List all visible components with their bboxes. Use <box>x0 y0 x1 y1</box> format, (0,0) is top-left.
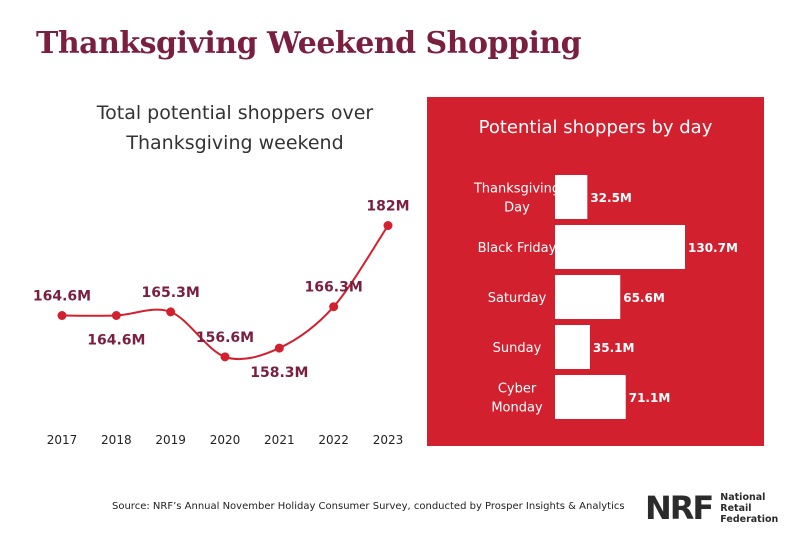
line-data-label-2019: 165.3M <box>142 285 200 301</box>
category-label-1: Black Friday <box>478 241 557 256</box>
line-chart-title-line-2: Thanksgiving weekend <box>126 132 344 154</box>
x-tick-label-2019: 2019 <box>155 433 186 447</box>
x-tick-label-2023: 2023 <box>373 433 404 447</box>
line-chart: 164.6M 2017 164.6M 2018 165.3M 2019 156.6M 2020… <box>33 199 410 447</box>
category-label-0: Thanksgiving Day <box>473 182 560 216</box>
nrf-logo-text: National Retail Federation <box>720 492 778 525</box>
bar-value-label-1: 130.7M <box>688 241 738 255</box>
line-chart-title-line-1: Total potential shoppers over <box>96 102 374 124</box>
line-data-label-2018: 164.6M <box>87 332 145 348</box>
bar-cyber-monday <box>555 375 626 419</box>
line-point-2018 <box>111 310 121 320</box>
nrf-logo-line-1: National <box>720 491 766 503</box>
bar-sunday <box>555 325 590 369</box>
category-label-4: Cyber Monday <box>491 382 543 416</box>
bar-thanksgiving-day <box>555 175 588 219</box>
line-chart-title: Total potential shoppers over Thanksgivi… <box>60 98 410 158</box>
line-data-label-2022: 166.3M <box>305 280 363 296</box>
source-note: Source: NRF’s Annual November Holiday Co… <box>112 501 625 512</box>
line-point-2020 <box>220 352 230 362</box>
nrf-logo-line-2: Retail <box>720 502 752 514</box>
category-label-2: Saturday <box>488 291 547 306</box>
line-data-label-2023: 182M <box>366 199 409 215</box>
line-data-label-2017: 164.6M <box>33 288 91 304</box>
line-point-2023 <box>383 221 393 231</box>
page-title: Thanksgiving Weekend Shopping <box>36 26 582 61</box>
bar-saturday <box>555 275 621 319</box>
line-point-2019 <box>166 307 176 317</box>
bar-value-label-4: 71.1M <box>629 391 671 405</box>
x-tick-label-2018: 2018 <box>101 433 132 447</box>
category-label-3: Sunday <box>493 341 542 356</box>
nrf-logo-mark: NRF <box>645 489 714 527</box>
nrf-logo: NRF National Retail Federation <box>645 490 778 526</box>
bar-black-friday <box>555 225 685 269</box>
bar-chart-panel: Potential shoppers by day Thanksgiving Da… <box>427 97 764 446</box>
line-point-2022 <box>329 302 339 312</box>
line-point-2017 <box>57 310 67 320</box>
bar-value-label-0: 32.5M <box>590 191 632 205</box>
line-data-label-2020: 156.6M <box>196 330 254 346</box>
x-tick-label-2017: 2017 <box>47 433 78 447</box>
x-tick-label-2021: 2021 <box>264 433 295 447</box>
bar-value-label-3: 35.1M <box>593 341 635 355</box>
bar-value-label-2: 65.6M <box>623 291 665 305</box>
nrf-logo-line-3: Federation <box>720 513 779 525</box>
line-point-2021 <box>274 343 284 353</box>
line-data-label-2021: 158.3M <box>250 365 308 381</box>
bar-chart-title: Potential shoppers by day <box>478 117 713 138</box>
x-tick-label-2022: 2022 <box>318 433 349 447</box>
x-tick-label-2020: 2020 <box>210 433 241 447</box>
bar-chart: Thanksgiving Day 32.5M Black Friday 130.7M Sa… <box>473 175 738 419</box>
